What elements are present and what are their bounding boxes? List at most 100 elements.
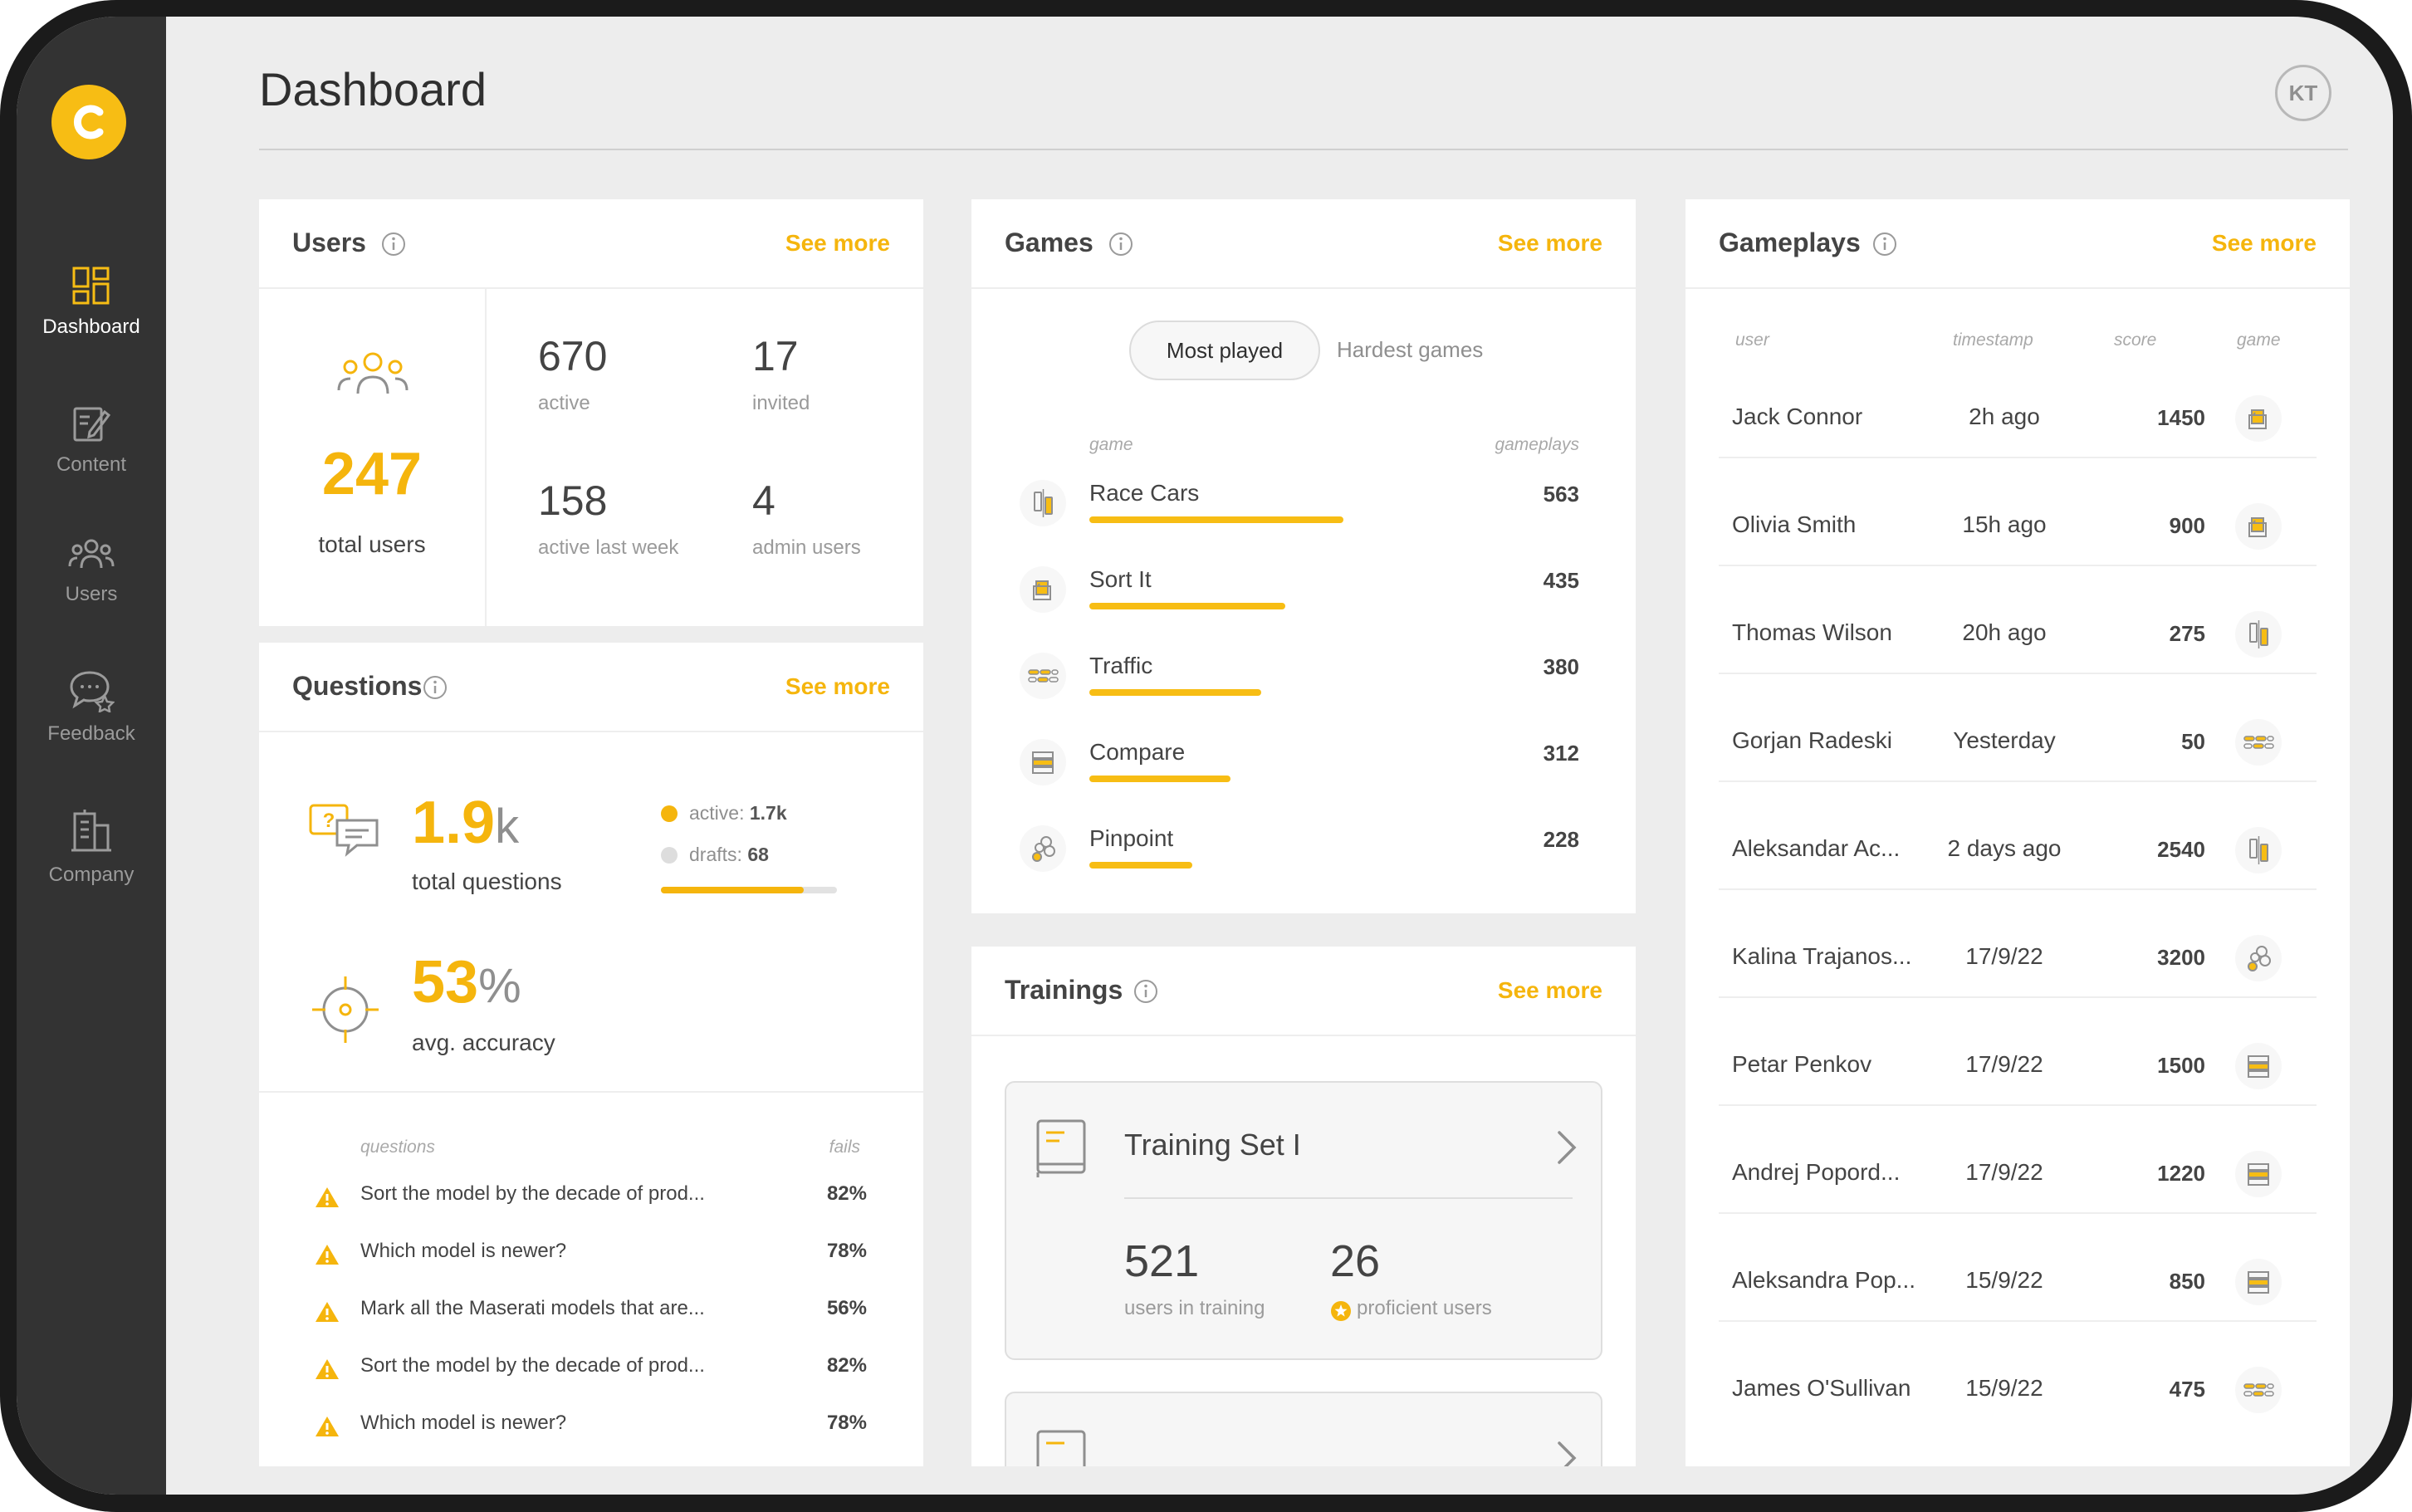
active-last-week-label: active last week [538,536,679,559]
gameplay-user[interactable]: Kalina Trajanos... [1732,943,1912,969]
training-set-card-next[interactable] [1005,1392,1602,1466]
see-more-link[interactable]: See more [1497,230,1602,256]
question-text[interactable]: Sort the model by the decade of prod... [360,1182,705,1205]
game-plays-bar [1089,689,1261,696]
users-icon [68,539,115,569]
info-icon[interactable] [1108,231,1134,257]
title-divider [259,149,2348,150]
card-title: Trainings [1005,975,1123,1005]
info-icon[interactable] [422,674,448,701]
row-divider [1719,1320,2317,1322]
chevron-right-icon[interactable] [1554,1129,1579,1166]
gameplay-user[interactable]: Petar Penkov [1732,1051,1872,1077]
info-icon[interactable] [1133,978,1159,1005]
gameplay-timestamp: 15/9/22 [1965,1267,2043,1293]
game-plays: 380 [1543,654,1579,679]
question-text[interactable]: Mark all the Maserati models that are... [360,1297,705,1319]
gameplay-user[interactable]: Aleksandar Ac... [1732,835,1901,861]
gameplay-timestamp: 15h ago [1962,511,2047,537]
active-last-week-value: 158 [538,477,608,524]
column-header-fails: fails [829,1138,860,1157]
compare-icon [2235,1151,2282,1197]
gameplay-user[interactable]: Aleksandra Pop... [1732,1267,1916,1293]
admin-users-value: 4 [752,477,775,524]
accuracy-label: avg. accuracy [412,1030,555,1055]
game-name[interactable]: Pinpoint [1089,825,1174,851]
logo-icon[interactable] [51,85,126,159]
card-title: Questions [292,671,423,701]
sort-it-icon [2235,395,2282,442]
book-icon [1036,1119,1086,1177]
game-plays: 312 [1543,741,1579,766]
gameplay-score: 1450 [2157,405,2205,430]
gameplay-user[interactable]: Jack Connor [1732,404,1863,429]
questions-card: Questions See more ? 1.9k total question… [259,643,923,1466]
chevron-right-icon[interactable] [1554,1440,1579,1466]
avatar[interactable]: KT [2275,65,2331,121]
gameplay-score: 3200 [2157,945,2205,970]
gameplay-score: 275 [2169,621,2205,646]
column-header-gameplays: gameplays [1495,435,1579,454]
game-name[interactable]: Race Cars [1089,480,1200,506]
row-divider [1719,565,2317,566]
sidebar-item-dashboard[interactable]: Dashboard [17,266,166,339]
card-title: Games [1005,228,1093,257]
see-more-link[interactable]: See more [785,230,890,256]
game-plays-bar [1089,603,1285,609]
sidebar-item-content[interactable]: Content [17,404,166,477]
questions-icon: ? [309,804,379,857]
race-cars-icon [2235,611,2282,658]
info-icon[interactable] [380,231,407,257]
proficient-users-value: 26 [1330,1236,1381,1286]
gameplay-user[interactable]: Gorjan Radeski [1732,727,1892,753]
tab-hardest-games[interactable]: Hardest games [1337,337,1484,362]
sidebar-item-feedback[interactable]: Feedback [17,669,166,746]
gameplay-user[interactable]: James O'Sullivan [1732,1375,1911,1401]
warning-icon [314,1243,340,1266]
race-cars-icon [1020,480,1066,526]
gameplay-timestamp: 20h ago [1962,619,2047,645]
row-divider [1719,996,2317,998]
question-text[interactable]: Sort the model by the decade of prod... [360,1354,705,1377]
gameplay-score: 1500 [2157,1053,2205,1078]
traffic-icon [1020,653,1066,699]
proficient-users-label: proficient users [1357,1297,1492,1319]
training-set-name: Training Set I [1124,1128,1301,1162]
main-area: Dashboard KT Users See more [166,17,2393,1495]
warning-icon [314,1186,340,1209]
sort-it-icon [1020,566,1066,613]
tab-most-played[interactable]: Most played [1129,321,1320,380]
see-more-link[interactable]: See more [785,673,890,699]
question-text[interactable]: Which model is newer? [360,1240,567,1262]
row-divider [1719,457,2317,458]
star-badge-icon [1331,1301,1351,1321]
screen: Dashboard Content Users [17,17,2393,1495]
game-name[interactable]: Compare [1089,739,1186,765]
gameplay-user[interactable]: Andrej Popord... [1732,1159,1901,1185]
invited-users-value: 17 [752,333,799,379]
active-legend: active: 1.7k [689,802,787,824]
accuracy-value: 53% [412,949,521,1015]
see-more-link[interactable]: See more [2211,230,2317,256]
warning-icon [314,1300,340,1324]
training-set-card[interactable]: Training Set I 521 users in training 26 … [1005,1081,1602,1360]
gameplay-score: 900 [2169,513,2205,538]
sidebar-item-company[interactable]: Company [17,807,166,887]
column-header-score: score [2114,330,2157,350]
game-name[interactable]: Traffic [1089,653,1153,678]
gameplay-user[interactable]: Thomas Wilson [1732,619,1892,645]
game-name[interactable]: Sort It [1089,566,1152,592]
grid-icon [72,267,110,305]
building-icon [71,810,111,852]
question-text[interactable]: Which model is newer? [360,1412,567,1434]
compare-icon [2235,1259,2282,1305]
sidebar-item-label: Company [48,864,135,886]
see-more-link[interactable]: See more [1497,977,1602,1003]
info-icon[interactable] [1871,231,1898,257]
game-plays: 435 [1543,568,1579,593]
column-header-timestamp: timestamp [1953,330,2033,350]
gameplay-user[interactable]: Olivia Smith [1732,511,1857,537]
gameplay-timestamp: 2h ago [1969,404,2040,429]
total-questions-label: total questions [412,869,562,894]
sidebar-item-users[interactable]: Users [17,536,166,606]
